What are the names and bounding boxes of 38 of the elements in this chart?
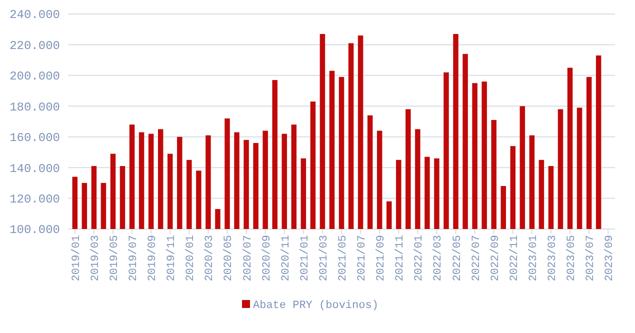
y-tick-label: 200.000	[10, 70, 60, 84]
x-tick-label: 2023/05	[566, 235, 578, 282]
x-tick-label: 2021/11	[394, 234, 407, 282]
y-tick-label: 140.000	[10, 162, 60, 176]
x-tick-label: 2019/05	[108, 235, 121, 282]
y-tick-label: 180.000	[10, 100, 60, 114]
x-tick-label: 2019/01	[70, 234, 83, 282]
x-tick-label: 2021/03	[318, 235, 330, 282]
x-tick-label: 2023/09	[604, 235, 616, 282]
x-tick-label: 2022/05	[452, 235, 464, 282]
x-tick-label: 2022/09	[490, 235, 502, 282]
y-tick-label: 220.000	[10, 38, 60, 53]
x-tick-label: 2020/01	[185, 234, 198, 282]
x-tick-label: 2022/01	[414, 234, 426, 282]
x-tick-label: 2019/03	[90, 235, 102, 282]
x-tick-label: 2019/07	[128, 235, 140, 282]
y-tick-label: 120.000	[10, 192, 60, 206]
x-tick-label: 2020/07	[242, 235, 254, 282]
x-tick-label: 2020/03	[204, 235, 216, 282]
x-tick-label: 2023/07	[585, 235, 598, 282]
x-tick-label: 2021/05	[338, 235, 350, 282]
y-tick-label: 100.000	[10, 223, 60, 238]
x-tick-label: 2021/01	[299, 234, 312, 282]
x-tick-label: 2022/11	[508, 234, 521, 282]
x-tick-label: 2020/05	[223, 235, 236, 282]
x-tick-label: 2023/01	[528, 234, 540, 282]
x-tick-label: 2021/07	[356, 235, 369, 282]
x-tick-label: 2019/11	[166, 234, 178, 282]
x-tick-label: 2023/03	[546, 235, 559, 282]
y-tick-label: 160.000	[10, 131, 60, 146]
x-tick-label: 2021/09	[376, 235, 388, 282]
x-tick-label: 2019/09	[147, 235, 160, 282]
x-tick-label: 2020/09	[261, 235, 274, 282]
y-tick-label: 240.000	[10, 8, 60, 22]
x-tick-label: 2020/11	[280, 234, 292, 282]
x-tick-label: 2022/07	[470, 235, 483, 282]
legend-label: Abate PRY (bovinos)	[253, 300, 378, 312]
x-tick-label: 2022/03	[432, 235, 445, 282]
